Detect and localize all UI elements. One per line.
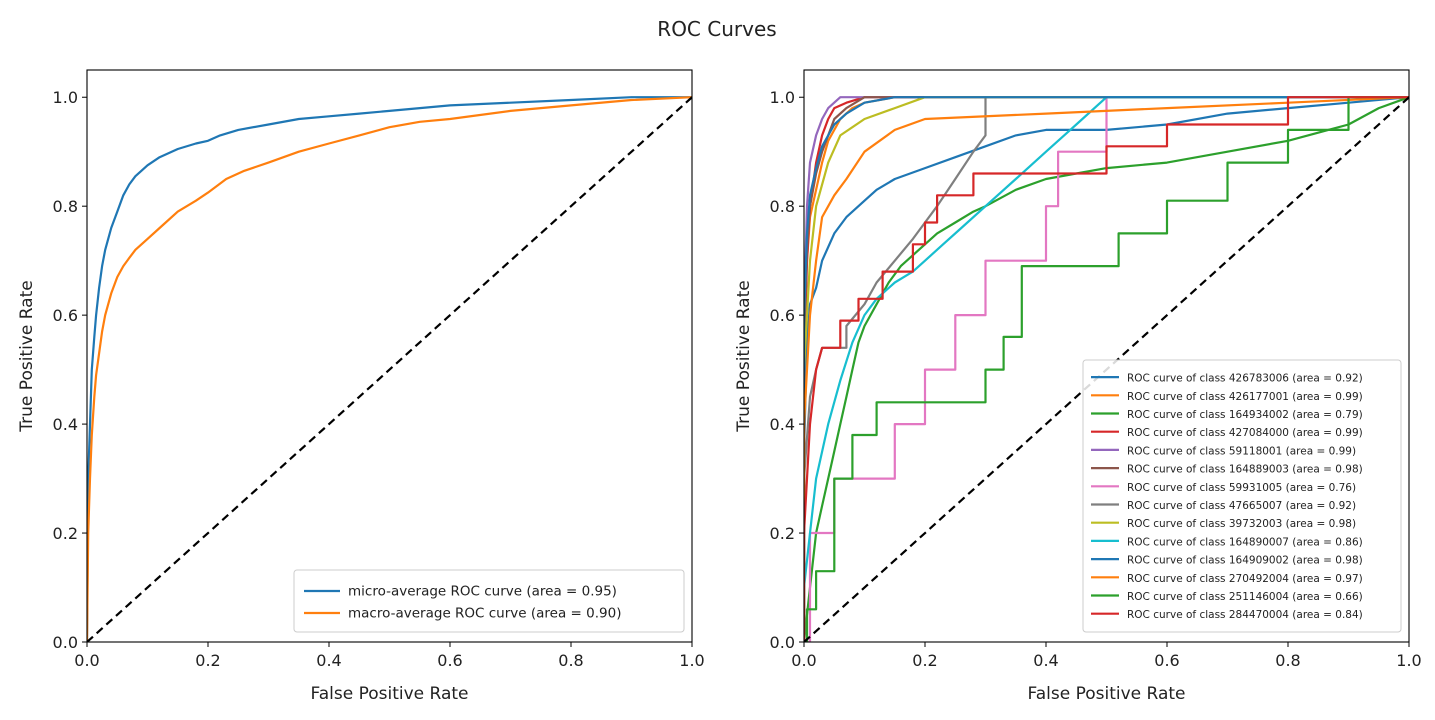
x-axis-label: False Positive Rate (311, 684, 469, 704)
x-tick-label: 0.8 (1275, 651, 1300, 670)
right-plot-panel: 0.0 0.2 0.4 0.6 0.8 1.0 0.0 0.2 0.4 0.6 0.8 1.0 Fals… (734, 69, 1422, 704)
y-tick-label: 0.8 (53, 197, 78, 216)
roc-series-line (804, 96, 1409, 642)
x-tick-label: 1.0 (1396, 651, 1421, 670)
x-tick-label: 0.0 (791, 651, 816, 670)
x-tick-label: 0.6 (1154, 651, 1179, 670)
y-tick-label: 0.2 (770, 524, 795, 543)
x-tick-label: 0.4 (1033, 651, 1058, 670)
legend-entry-label: macro-average ROC curve (area = 0.90) (348, 606, 621, 622)
legend-entry-label: ROC curve of class 59931005 (area = 0.76… (1127, 482, 1356, 494)
legend-entry-label: ROC curve of class 164889003 (area = 0.9… (1127, 464, 1363, 476)
axes-frame (803, 69, 1410, 643)
right-plot-area: 0.0 0.2 0.4 0.6 0.8 1.0 0.0 0.2 0.4 0.6 0.8 1.0 Fals… (734, 69, 1422, 704)
legend-entry-label: micro-average ROC curve (area = 0.95) (348, 584, 617, 600)
y-axis-label: True Positive Rate (17, 280, 37, 432)
x-tick-label: 0.2 (195, 651, 220, 670)
legend-entry-label: ROC curve of class 47665007 (area = 0.92… (1127, 500, 1356, 512)
figure-title: ROC Curves (657, 17, 776, 41)
roc-series-line (804, 96, 1409, 642)
roc-series-line (804, 96, 1409, 642)
legend-entry-label: ROC curve of class 39732003 (area = 0.98… (1127, 518, 1356, 530)
roc-series-line (804, 96, 1409, 642)
legend-entry-label: ROC curve of class 164934002 (area = 0.7… (1127, 409, 1363, 421)
x-tick-label: 0.4 (316, 651, 341, 670)
y-tick-label: 0.6 (53, 306, 78, 325)
roc-series-line (804, 96, 1409, 642)
curves-group (87, 96, 692, 642)
roc-series-line (804, 96, 1409, 642)
y-tick-label: 0.2 (53, 524, 78, 543)
roc-series-line (87, 96, 692, 642)
left-plot-panel: 0.0 0.2 0.4 0.6 0.8 1.0 0.0 0.2 0.4 0.6 0.8 1.0 Fals… (17, 69, 705, 704)
y-tick-label: 0.0 (53, 633, 78, 652)
legend-entry-label: ROC curve of class 427084000 (area = 0.9… (1127, 427, 1363, 439)
x-axis-label: False Positive Rate (1028, 684, 1186, 704)
legend-box (293, 569, 685, 633)
chance-diagonal-line (87, 96, 692, 642)
axes-frame (86, 69, 693, 643)
left-plot-area: 0.0 0.2 0.4 0.6 0.8 1.0 0.0 0.2 0.4 0.6 0.8 1.0 Fals… (17, 69, 705, 704)
roc-series-line (87, 96, 692, 642)
legend-entry-label: ROC curve of class 164890007 (area = 0.8… (1127, 536, 1363, 548)
legend-entry-label: ROC curve of class 426783006 (area = 0.9… (1127, 373, 1363, 385)
legend-entry-label: ROC curve of class 426177001 (area = 0.9… (1127, 391, 1363, 403)
legend-entry-label: ROC curve of class 59118001 (area = 0.99… (1127, 445, 1356, 457)
x-tick-label: 0.6 (437, 651, 462, 670)
x-tick-label: 0.2 (912, 651, 937, 670)
x-tick-label: 0.0 (74, 651, 99, 670)
legend-box (1082, 359, 1402, 633)
y-tick-label: 0.4 (53, 415, 78, 434)
y-axis-label: True Positive Rate (734, 280, 754, 432)
y-tick-label: 0.6 (770, 306, 795, 325)
legend: ROC curve of class 426783006 (area = 0.9… (1082, 359, 1402, 633)
legend: micro-average ROC curve (area = 0.95) mac… (293, 569, 685, 633)
x-tick-label: 0.8 (558, 651, 583, 670)
y-tick-label: 1.0 (53, 88, 78, 107)
legend-entry-label: ROC curve of class 164909002 (area = 0.9… (1127, 555, 1363, 567)
legend-entry-label: ROC curve of class 270492004 (area = 0.9… (1127, 573, 1363, 585)
y-tick-label: 0.8 (770, 197, 795, 216)
x-tick-label: 1.0 (679, 651, 704, 670)
y-tick-label: 0.0 (770, 633, 795, 652)
legend-entry-label: ROC curve of class 251146004 (area = 0.6… (1127, 591, 1363, 603)
y-tick-label: 1.0 (770, 88, 795, 107)
y-tick-label: 0.4 (770, 415, 795, 434)
legend-entry-label: ROC curve of class 284470004 (area = 0.8… (1127, 609, 1363, 621)
